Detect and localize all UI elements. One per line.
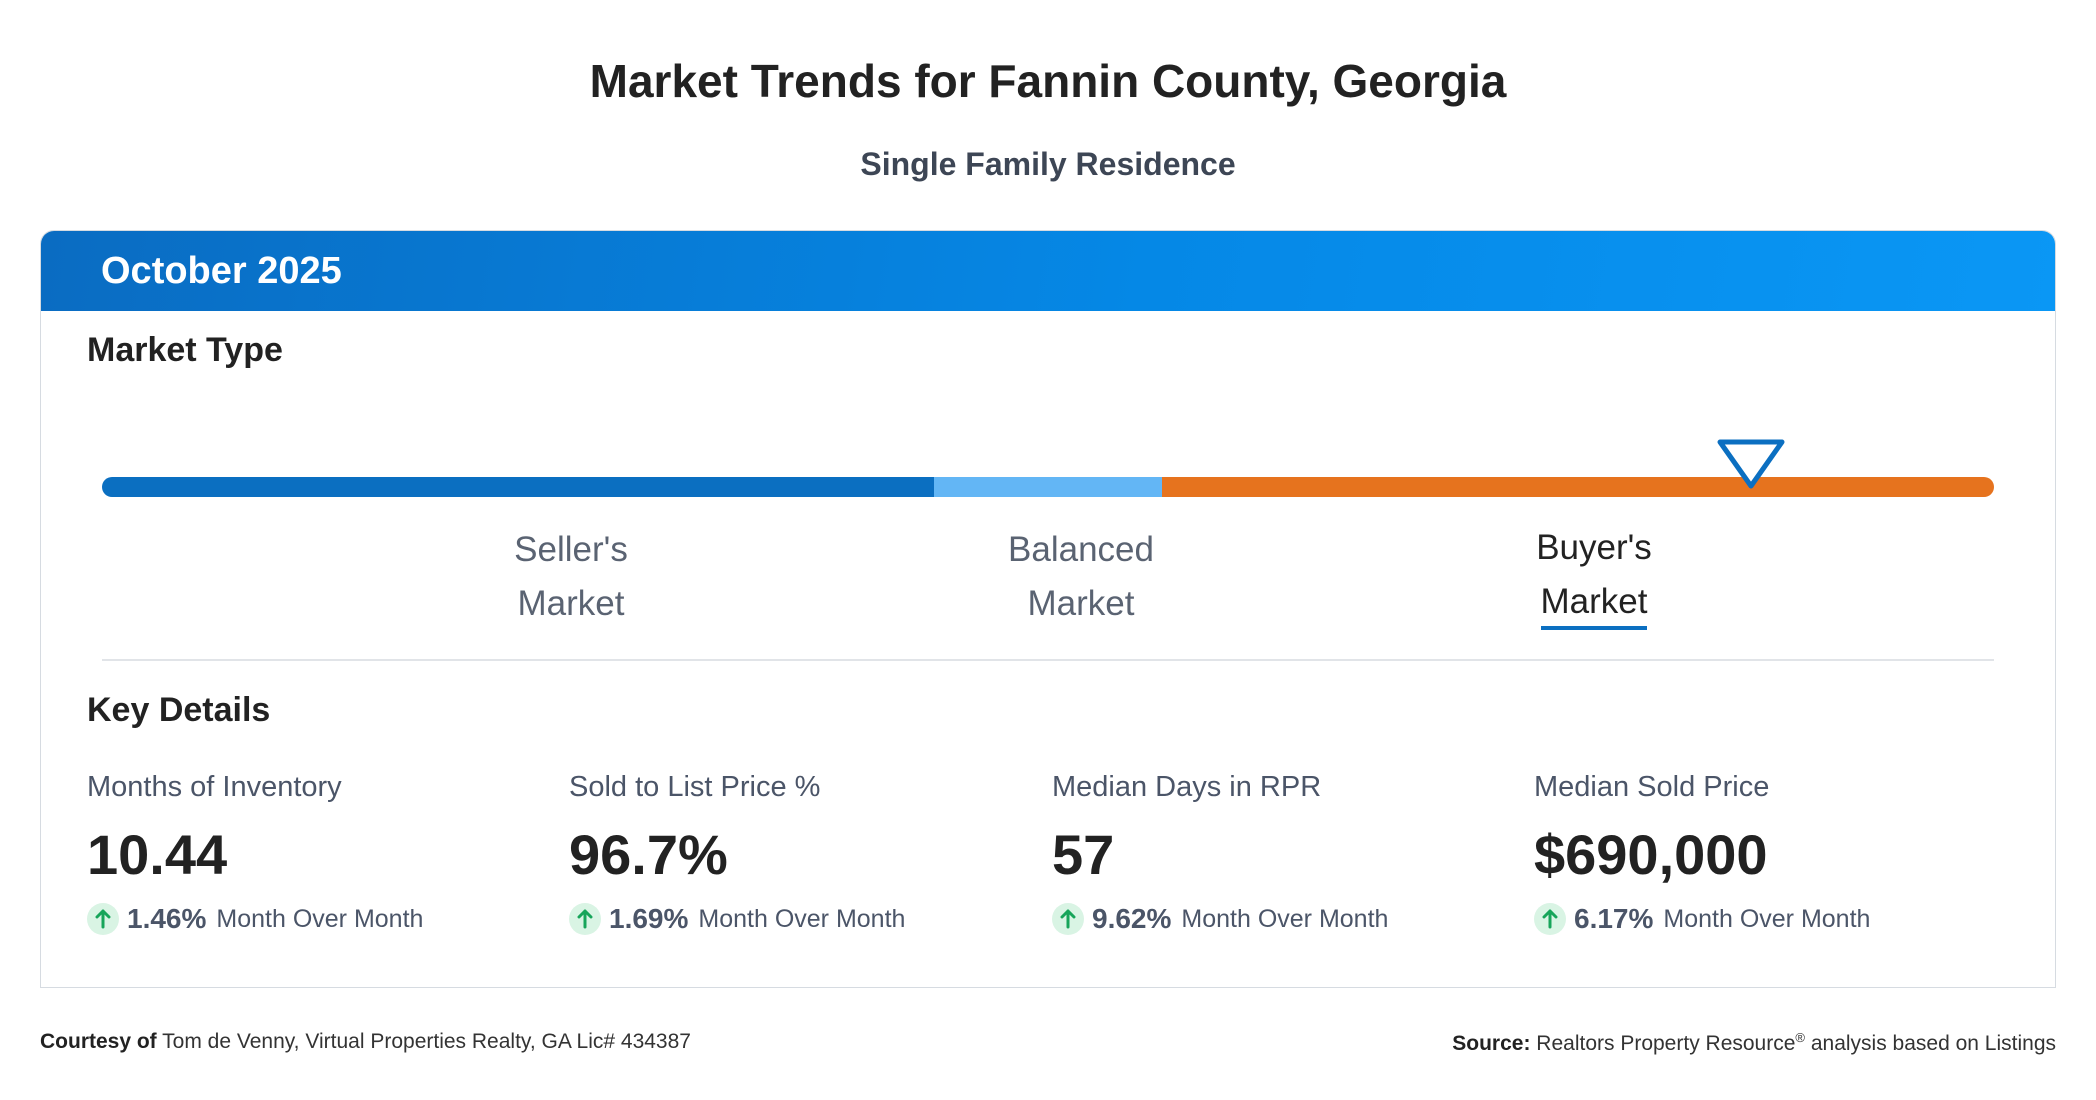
balanced-market-label[interactable]: Balanced Market [1008, 530, 1154, 623]
card-header: October 2025 [41, 231, 2055, 311]
balanced-market-segment [934, 477, 1162, 497]
key-detail-sold-to-list: Sold to List Price % 96.7% 1.69% Month O… [569, 771, 906, 935]
page-subtitle: Single Family Residence [860, 146, 1236, 182]
seller-market-segment [102, 477, 934, 497]
source-footer: Source: Realtors Property Resource® anal… [1452, 1030, 2056, 1055]
key-detail-months-inventory: Months of Inventory 10.44 1.46% Month Ov… [87, 771, 424, 935]
market-trends-card: October 2025 Market Type Seller's Market… [40, 230, 2056, 988]
page-title: Market Trends for Fannin County, Georgia [589, 55, 1507, 107]
arrow-up-icon [569, 903, 601, 935]
key-detail-median-sold-price: Median Sold Price $690,000 6.17% Month O… [1534, 771, 1871, 935]
key-detail-median-days: Median Days in RPR 57 9.62% Month Over M… [1052, 771, 1389, 935]
market-type-bar [102, 477, 1994, 497]
market-type-title: Market Type [87, 331, 283, 369]
arrow-up-icon [1052, 903, 1084, 935]
section-divider [102, 659, 1994, 661]
courtesy-footer: Courtesy of Tom de Venny, Virtual Proper… [40, 1030, 691, 1053]
key-details-title: Key Details [87, 691, 271, 729]
period-label: October 2025 [101, 249, 342, 292]
triangle-down-marker-icon [1717, 439, 1785, 489]
sellers-market-label[interactable]: Seller's Market [514, 530, 628, 623]
buyer-market-segment [1162, 477, 1994, 497]
buyers-market-label[interactable]: Buyer's Market [1444, 521, 1744, 630]
arrow-up-icon [1534, 903, 1566, 935]
arrow-up-icon [87, 903, 119, 935]
